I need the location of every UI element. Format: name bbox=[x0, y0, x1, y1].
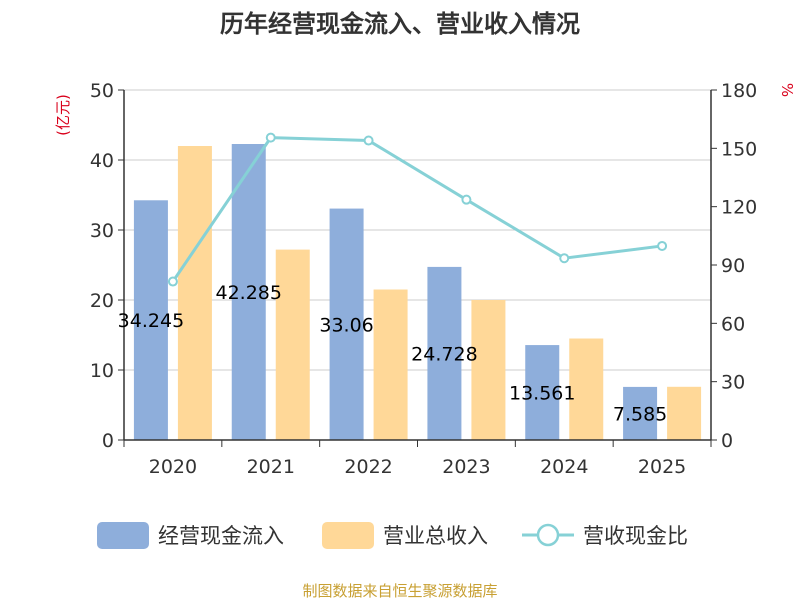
bar-revenue bbox=[667, 386, 702, 440]
chart-title: 历年经营现金流入、营业收入情况 bbox=[220, 10, 580, 38]
legend-label: 营业总收入 bbox=[383, 524, 488, 548]
y-right-tick-label: 0 bbox=[721, 430, 733, 452]
y-left-tick-label: 10 bbox=[90, 360, 114, 382]
legend-label: 营收现金比 bbox=[583, 524, 688, 548]
bar-revenue bbox=[177, 146, 212, 440]
ratio-line bbox=[171, 136, 663, 283]
legend-swatch bbox=[97, 522, 149, 549]
bar-cash-inflow bbox=[231, 144, 266, 440]
legend-marker bbox=[536, 523, 560, 547]
y-right-tick-label: 90 bbox=[721, 255, 745, 277]
ratio-point bbox=[265, 132, 276, 143]
x-tick-label: 2022 bbox=[344, 456, 392, 478]
legend-swatch bbox=[322, 522, 374, 549]
y-left-tick-label: 30 bbox=[90, 220, 114, 242]
x-tick-label: 2023 bbox=[442, 456, 490, 478]
y-right-tick-label: 120 bbox=[721, 197, 757, 219]
ratio-point bbox=[461, 194, 472, 205]
x-tick-label: 2021 bbox=[247, 456, 295, 478]
bar-data-label: 34.245 bbox=[118, 310, 184, 332]
y-left-tick-label: 20 bbox=[90, 290, 114, 312]
y-left-tick-label: 0 bbox=[102, 430, 114, 452]
gridlines bbox=[124, 89, 711, 371]
y-left-tick-label: 50 bbox=[90, 80, 114, 102]
x-tick-label: 2020 bbox=[149, 456, 197, 478]
x-tick-label: 2024 bbox=[540, 456, 588, 478]
data-labels: 34.245 42.285 33.06 24.728 13.561 7.585 bbox=[118, 282, 668, 425]
source-note: 制图数据来自恒生聚源数据库 bbox=[302, 582, 497, 600]
y-right-tick-label: 150 bbox=[721, 138, 757, 160]
bar-revenue bbox=[275, 249, 310, 440]
bar-cash-inflow bbox=[133, 200, 168, 440]
y-axis-left-label: (亿元) bbox=[54, 94, 72, 136]
legend-label: 经营现金流入 bbox=[158, 524, 284, 548]
bar-data-label: 42.285 bbox=[216, 282, 282, 304]
y-left-tick-label: 40 bbox=[90, 150, 114, 172]
bar-marks bbox=[133, 144, 702, 440]
bar-revenue bbox=[569, 338, 604, 440]
ratio-point bbox=[363, 135, 374, 146]
bar-data-label: 13.561 bbox=[509, 383, 575, 405]
bar-cash-inflow bbox=[623, 386, 658, 440]
ratio-point bbox=[559, 253, 570, 264]
ratio-point bbox=[657, 240, 668, 251]
bar-data-label: 33.06 bbox=[319, 314, 373, 336]
bar-data-label: 7.585 bbox=[613, 403, 667, 425]
x-tick-label: 2025 bbox=[638, 456, 686, 478]
bar-cash-inflow bbox=[525, 345, 560, 440]
legend: 经营现金流入 营业总收入 营收现金比 bbox=[97, 522, 688, 549]
axes: 0 10 20 30 40 50 0 30 60 90 120 150 180 2020 2021 2022 2… bbox=[90, 80, 757, 478]
bar-data-label: 24.728 bbox=[411, 343, 477, 365]
bar-revenue bbox=[471, 300, 506, 440]
y-axis-right-label: % bbox=[778, 83, 796, 97]
y-right-tick-label: 30 bbox=[721, 372, 745, 394]
bar-cash-inflow bbox=[329, 208, 364, 440]
y-right-tick-label: 180 bbox=[721, 80, 757, 102]
ratio-point bbox=[167, 276, 178, 287]
bar-cash-inflow bbox=[427, 266, 462, 440]
line-series bbox=[167, 132, 668, 287]
bar-revenue bbox=[373, 289, 408, 440]
y-right-tick-label: 60 bbox=[721, 313, 745, 335]
